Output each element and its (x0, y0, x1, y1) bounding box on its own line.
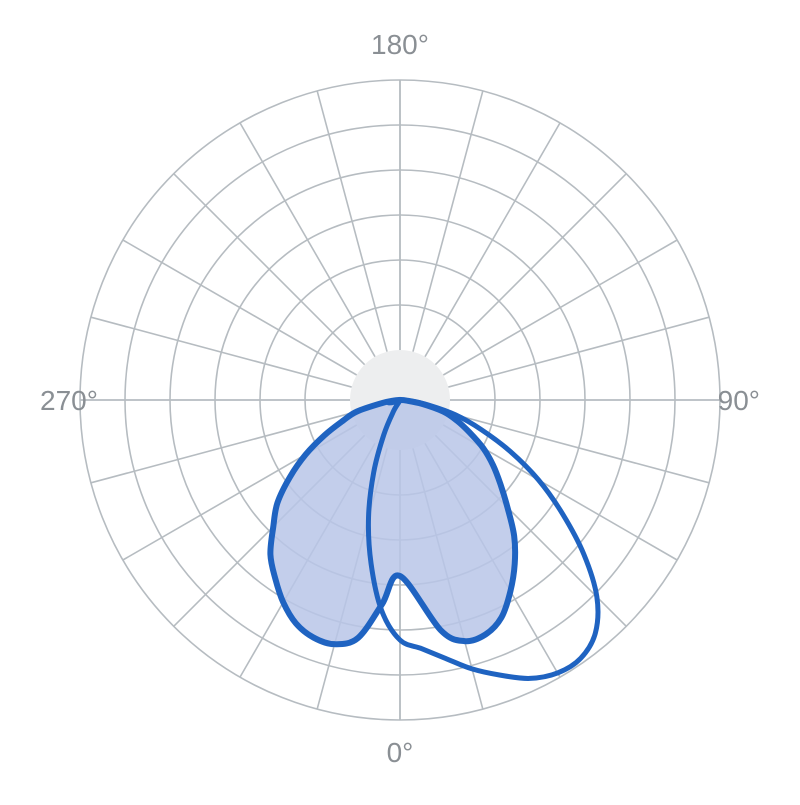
axis-label-left: 270° (40, 385, 98, 416)
axis-label-bottom: 0° (387, 737, 414, 768)
polar-distribution-chart: 180° 90° 0° 270° (0, 0, 800, 800)
axis-label-right: 90° (718, 385, 760, 416)
axis-label-top: 180° (371, 29, 429, 60)
